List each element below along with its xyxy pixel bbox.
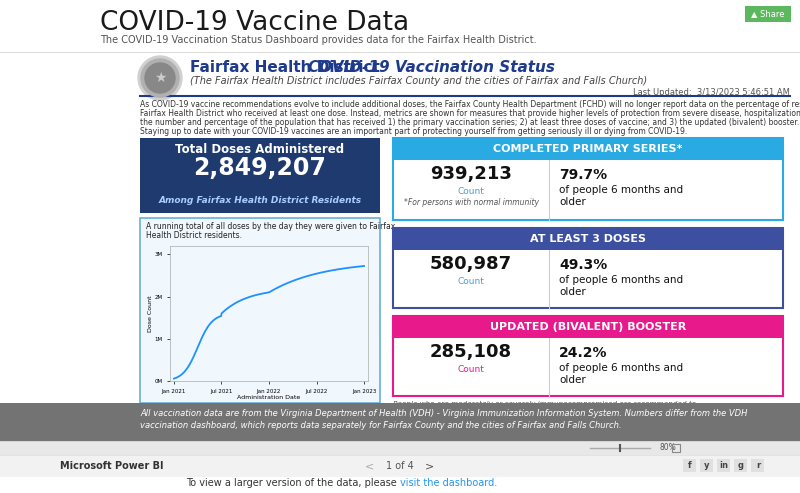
Text: Total Doses Administered: Total Doses Administered (175, 143, 345, 156)
Text: 1 of 4: 1 of 4 (386, 461, 414, 471)
Text: The COVID-19 Vaccination Status Dashboard provides data for the Fairfax Health D: The COVID-19 Vaccination Status Dashboar… (100, 35, 537, 45)
Text: Microsoft Power BI: Microsoft Power BI (60, 461, 163, 471)
Text: Last Updated:  3/13/2023 5:46:51 AM: Last Updated: 3/13/2023 5:46:51 AM (633, 88, 790, 97)
Text: COVID-19 Vaccination Status: COVID-19 Vaccination Status (308, 60, 555, 75)
Bar (393, 316, 783, 338)
Bar (140, 218, 380, 403)
Text: To view a larger version of the data, please: To view a larger version of the data, pl… (186, 478, 400, 488)
Text: ★: ★ (154, 71, 166, 85)
Bar (393, 228, 783, 308)
Text: A running total of all doses by the day they were given to Fairfax: A running total of all doses by the day … (146, 222, 395, 231)
Bar (751, 459, 764, 472)
Text: (The Fairfax Health District includes Fairfax County and the cities of Fairfax a: (The Fairfax Health District includes Fa… (190, 76, 647, 86)
Text: of people 6 months and
older: of people 6 months and older (559, 185, 683, 208)
Bar (393, 138, 783, 220)
Text: >: > (426, 461, 434, 471)
Text: Count: Count (458, 365, 485, 374)
Text: UPDATED (BIVALENT) BOOSTER: UPDATED (BIVALENT) BOOSTER (490, 322, 686, 332)
Circle shape (145, 63, 175, 93)
Text: g: g (738, 461, 744, 470)
Text: 285,108: 285,108 (430, 343, 512, 361)
Text: Among Fairfax Health District Residents: Among Fairfax Health District Residents (158, 196, 362, 205)
Text: of people 6 months and
older: of people 6 months and older (559, 363, 683, 386)
Bar (672, 444, 680, 452)
Bar (717, 459, 730, 472)
Bar (393, 316, 783, 396)
Text: Staying up to date with your COVID-19 vaccines are an important part of protecti: Staying up to date with your COVID-19 va… (140, 127, 687, 136)
Text: ▲ Share: ▲ Share (751, 9, 785, 19)
Text: vaccination dashboard, which reports data separately for Fairfax County and the : vaccination dashboard, which reports dat… (140, 421, 622, 430)
Text: 580,987: 580,987 (430, 255, 512, 273)
Bar (0, 455, 800, 477)
Text: <: < (366, 461, 374, 471)
Text: in: in (719, 461, 729, 470)
Bar (700, 459, 713, 472)
Bar (140, 138, 380, 213)
Text: r: r (756, 461, 760, 470)
Bar (745, 6, 791, 22)
Text: 2,849,207: 2,849,207 (194, 156, 326, 180)
Text: COMPLETED PRIMARY SERIES*: COMPLETED PRIMARY SERIES* (494, 144, 682, 154)
Text: Health District residents.: Health District residents. (146, 231, 242, 240)
Circle shape (141, 59, 179, 97)
Bar (0, 403, 800, 441)
Text: 79.7%: 79.7% (559, 168, 607, 182)
Text: y: y (704, 461, 710, 470)
Text: visit the dashboard.: visit the dashboard. (400, 478, 498, 488)
Text: of people 6 months and
older: of people 6 months and older (559, 275, 683, 297)
Text: Fairfax Health District: Fairfax Health District (190, 60, 385, 75)
Text: Count: Count (458, 187, 485, 196)
Bar (734, 459, 747, 472)
Text: As COVID-19 vaccine recommendations evolve to include additional doses, the Fair: As COVID-19 vaccine recommendations evol… (140, 100, 800, 109)
Text: *For persons with normal immunity: *For persons with normal immunity (403, 198, 538, 207)
Text: 80%: 80% (660, 444, 677, 453)
X-axis label: Administration Date: Administration Date (238, 395, 301, 400)
Text: 24.2%: 24.2% (559, 346, 607, 360)
Bar (393, 228, 783, 250)
Text: COVID-19 Vaccine Data: COVID-19 Vaccine Data (100, 10, 409, 36)
Circle shape (138, 56, 182, 100)
Bar (393, 138, 783, 160)
Text: the number and percentage of the population that has received 1) the primary vac: the number and percentage of the populat… (140, 118, 799, 127)
Bar (683, 459, 696, 472)
Text: AT LEAST 3 DOSES: AT LEAST 3 DOSES (530, 234, 646, 244)
Bar (0, 441, 800, 455)
Text: 939,213: 939,213 (430, 165, 512, 183)
Text: People who are moderately or severely immunocompromised are recommended to
recei: People who are moderately or severely im… (393, 401, 708, 440)
Text: All vaccination data are from the Virginia Department of Health (VDH) - Virginia: All vaccination data are from the Virgin… (140, 409, 747, 418)
Text: 49.3%: 49.3% (559, 258, 607, 272)
Text: Count: Count (458, 277, 485, 286)
Y-axis label: Dose Count: Dose Count (148, 295, 153, 332)
Text: f: f (688, 461, 692, 470)
Text: Fairfax Health District who received at least one dose. Instead, metrics are sho: Fairfax Health District who received at … (140, 109, 800, 118)
